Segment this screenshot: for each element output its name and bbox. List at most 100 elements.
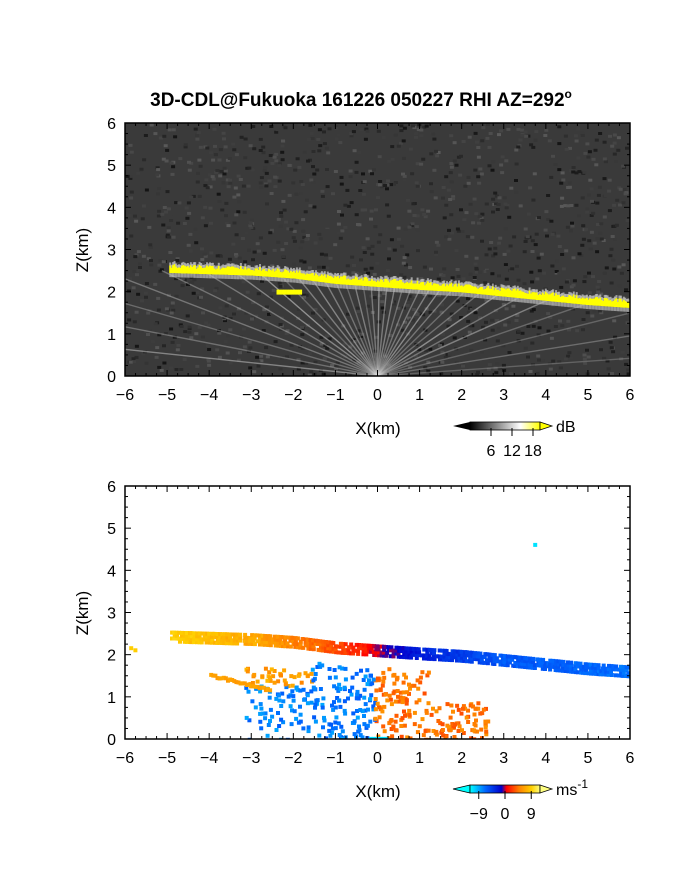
velocity-cell (269, 667, 274, 672)
noise-speck (599, 222, 604, 226)
noise-speck (349, 343, 354, 347)
velocity-cell (389, 645, 394, 650)
noise-speck (224, 214, 228, 218)
cloud-top-edge (541, 289, 544, 293)
cloud-bottom-edge (589, 305, 591, 310)
velocity-cell (438, 721, 443, 726)
noise-speck (241, 184, 246, 188)
velocity-cell (596, 663, 601, 668)
cloud-top-edge (372, 277, 375, 281)
noise-speck (435, 154, 440, 158)
cloud-top-edge (426, 278, 429, 282)
velocity-cell (399, 724, 404, 728)
y-tick-label: 3 (107, 243, 116, 260)
noise-speck (381, 136, 386, 140)
ray-streak (296, 275, 379, 376)
cloud-top-edge (618, 295, 621, 299)
ray-streak (362, 282, 379, 376)
cloud-bottom-edge (270, 277, 273, 281)
cloud-layer-cell (499, 290, 502, 297)
noise-speck (486, 367, 491, 371)
cloud-layer-cell (186, 266, 189, 274)
noise-speck (537, 216, 541, 220)
velocity-cell (197, 640, 202, 645)
noise-speck (244, 311, 249, 315)
noise-speck (128, 277, 133, 281)
y-tick-label: 5 (107, 521, 116, 538)
noise-speck (225, 158, 230, 162)
backscatter-background (125, 123, 630, 376)
velocity-cell (341, 644, 346, 649)
cloud-bottom-edge (622, 307, 625, 312)
noise-speck (183, 143, 188, 147)
noise-speck (459, 208, 463, 212)
cloud-top-edge (496, 286, 499, 290)
cloud-layer-cell (284, 269, 287, 278)
velocity-cell (290, 689, 295, 694)
noise-speck (414, 132, 419, 136)
velocity-cell (302, 697, 307, 702)
cloud-bottom-edge (372, 286, 375, 291)
noise-speck (436, 243, 441, 247)
cloud-bottom-edge (519, 298, 522, 303)
cloud-top-edge (596, 293, 599, 297)
velocity-cell (341, 647, 346, 652)
noise-speck (411, 202, 416, 206)
cloud-top-edge (505, 286, 507, 290)
cloud-bottom-edge (186, 273, 189, 278)
cloud-top-edge (182, 261, 185, 265)
noise-speck (408, 147, 413, 151)
noise-speck (218, 148, 223, 152)
cloud-top-edge (538, 291, 541, 294)
noise-speck (157, 365, 162, 369)
velocity-cell (396, 654, 401, 659)
cloud-top-edge (353, 275, 356, 279)
velocity-cell (215, 632, 220, 636)
backscatter-x-label: X(km) (355, 419, 400, 438)
noise-speck (128, 360, 133, 364)
velocity-cell (492, 662, 497, 666)
noise-speck (162, 361, 167, 365)
noise-speck (195, 364, 200, 368)
cloud-top-edge (407, 280, 410, 284)
noise-speck (352, 357, 357, 361)
velocity-cell (364, 652, 369, 657)
ray-streak (376, 287, 432, 376)
cloud-layer-cell (382, 281, 385, 288)
velocity-cell (417, 698, 422, 703)
cloud-bottom-edge (329, 283, 332, 288)
velocity-cell (365, 723, 370, 728)
noise-speck (146, 311, 151, 315)
noise-speck (393, 133, 398, 137)
velocity-cell (515, 661, 520, 666)
velocity-cell (429, 656, 434, 661)
velocity-cell (338, 641, 343, 646)
cloud-bottom-edge (250, 275, 253, 280)
noise-speck (536, 333, 541, 337)
cloud-layer-cell (373, 280, 376, 287)
noise-speck (537, 269, 542, 273)
cloud-top-edge (611, 298, 614, 302)
velocity-cell (346, 696, 350, 701)
noise-speck (302, 260, 307, 264)
noise-speck (549, 175, 554, 179)
noise-speck (156, 308, 161, 312)
velocity-cell (236, 680, 241, 685)
cloud-bottom-edge (416, 289, 419, 294)
cloud-layer-cell (513, 288, 516, 298)
cloud-top-edge (241, 265, 244, 269)
velocity-cell (478, 711, 483, 716)
cloud-layer-cell (574, 297, 577, 304)
velocity-cell (420, 670, 425, 675)
cloud-patch-cell (300, 289, 303, 295)
cloud-bottom-edge (478, 294, 481, 299)
cloud-layer-cell (516, 288, 519, 298)
cloud-layer-cell (207, 266, 210, 275)
velocity-cell (340, 666, 345, 671)
noise-speck (577, 214, 581, 218)
velocity-cell (402, 672, 407, 677)
cloud-top-edge (403, 280, 406, 284)
noise-speck (249, 226, 254, 230)
cloud-top-edge (301, 270, 304, 274)
